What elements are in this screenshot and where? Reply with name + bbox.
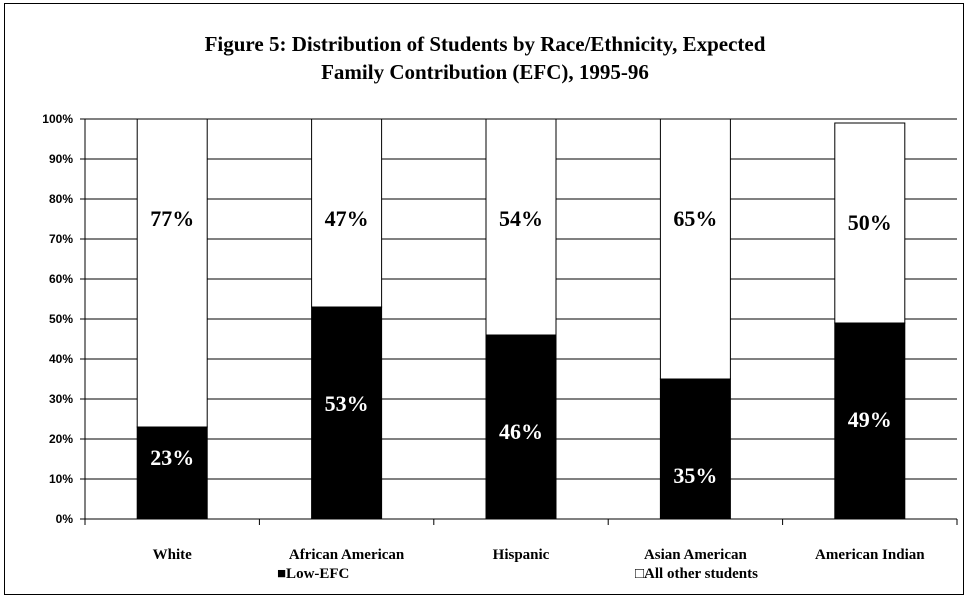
y-tick-label: 50% (49, 312, 73, 326)
bar-low-efc (659, 378, 731, 520)
data-label: 54% (499, 206, 543, 231)
y-tick-label: 100% (42, 112, 73, 126)
data-label: 49% (848, 407, 892, 432)
bar-low-efc (834, 322, 906, 520)
bar-all-other (311, 118, 383, 308)
bars (136, 118, 906, 520)
legend-all-other-students: □All other students (635, 566, 758, 582)
axes: 0% 10% 20% 30% 40% 50% 60% 70% 80% 90% 100% White Af… (42, 112, 958, 563)
bar-all-other (485, 118, 557, 336)
y-tick-label: 30% (49, 392, 73, 406)
y-tick-label: 70% (49, 232, 73, 246)
data-label: 77% (150, 206, 194, 231)
category-label: Hispanic (493, 547, 550, 563)
bar-all-other (834, 122, 906, 324)
data-label: 47% (325, 206, 369, 231)
y-tick-label: 80% (49, 192, 73, 206)
chart: Figure 5: Distribution of Students by Ra… (42, 32, 958, 582)
bar-low-efc (485, 334, 557, 520)
category-label: White (153, 547, 193, 563)
category-label: American Indian (815, 547, 925, 563)
chart-title-line-2: Family Contribution (EFC), 1995-96 (321, 60, 649, 84)
y-tick-label: 40% (49, 352, 73, 366)
category-label: African American (289, 547, 405, 563)
y-tick-label: 90% (49, 152, 73, 166)
y-tick-label: 20% (49, 432, 73, 446)
legend-low-efc: ■Low-EFC (277, 566, 349, 582)
data-label: 50% (848, 210, 892, 235)
bar-all-other (136, 118, 208, 428)
data-label: 35% (673, 463, 717, 488)
chart-title-line-1: Figure 5: Distribution of Students by Ra… (205, 32, 766, 56)
y-tick-label: 60% (49, 272, 73, 286)
bar-all-other (659, 118, 731, 380)
data-label: 46% (499, 419, 543, 444)
y-tick-label: 10% (49, 472, 73, 486)
data-label: 65% (673, 206, 717, 231)
bar-low-efc (136, 426, 208, 520)
category-label: Asian American (644, 547, 748, 563)
data-label: 53% (325, 391, 369, 416)
y-tick-label: 0% (56, 512, 74, 526)
chart-frame: Figure 5: Distribution of Students by Ra… (4, 3, 964, 595)
data-labels: 23% 77% 53% 47% 46% 54% 35% 65% 49% 50% (150, 206, 892, 488)
data-label: 23% (150, 445, 194, 470)
